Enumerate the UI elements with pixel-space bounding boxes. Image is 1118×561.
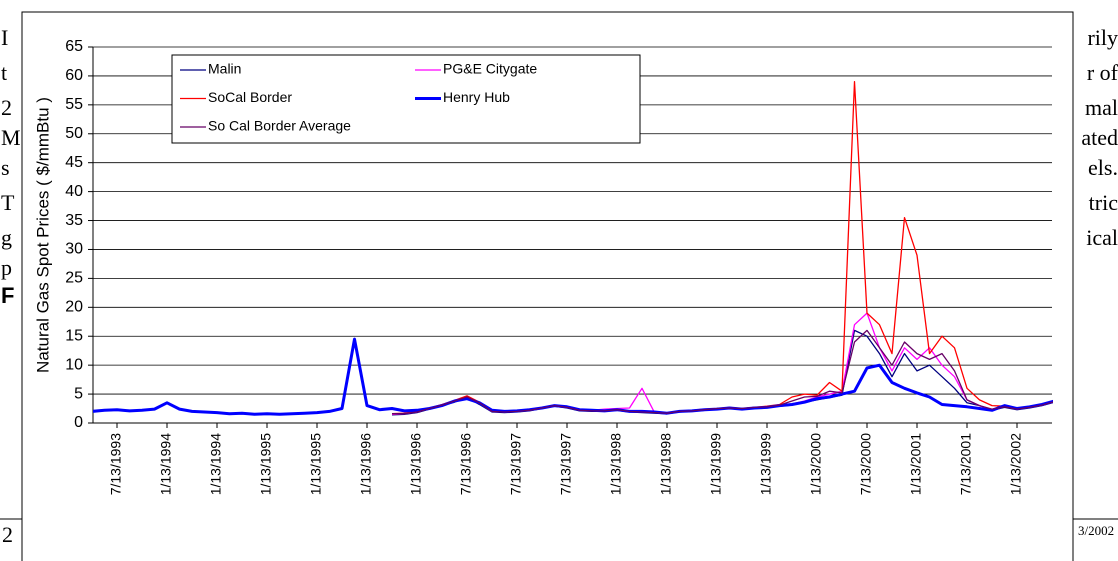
x-tick-label: 7/13/1997 bbox=[508, 433, 524, 495]
x-tick-label: 7/13/1993 bbox=[108, 433, 124, 495]
x-tick-label: 1/13/1996 bbox=[358, 433, 374, 495]
document-fragment: tric bbox=[1089, 190, 1118, 215]
document-fragment: 2 bbox=[1, 95, 12, 120]
document-fragment: I bbox=[1, 25, 8, 50]
y-axis-label: Natural Gas Spot Prices ( $/mmBtu ) bbox=[33, 97, 52, 373]
y-tick-label: 25 bbox=[65, 270, 83, 287]
y-tick-label: 5 bbox=[74, 385, 83, 402]
document-fragment: r of bbox=[1087, 60, 1118, 85]
x-tick-label: 1/13/1999 bbox=[758, 433, 774, 495]
document-fragment: p bbox=[1, 255, 12, 280]
x-tick-label: 1/13/1995 bbox=[258, 433, 274, 495]
y-tick-label: 65 bbox=[65, 38, 83, 55]
y-tick-label: 30 bbox=[65, 241, 83, 258]
y-tick-label: 35 bbox=[65, 212, 83, 229]
document-fragment: t bbox=[1, 60, 7, 85]
document-fragment: M bbox=[1, 125, 21, 150]
document-fragment: s bbox=[1, 155, 10, 180]
y-tick-label: 45 bbox=[65, 154, 83, 171]
footer-left: 2 bbox=[2, 522, 13, 547]
legend-label: PG&E Citygate bbox=[443, 61, 537, 77]
document-fragment: g bbox=[1, 225, 12, 250]
x-tick-label: 7/13/2000 bbox=[858, 433, 874, 495]
x-tick-label: 1/13/2002 bbox=[1008, 433, 1024, 495]
y-tick-label: 15 bbox=[65, 327, 83, 344]
y-tick-label: 60 bbox=[65, 67, 83, 84]
chart: Natural Gas Spot Prices ( $/mmBtu ) 0 5 10… bbox=[33, 38, 1053, 495]
document-fragment: rily bbox=[1087, 25, 1118, 50]
x-tick-label: 1/13/1998 bbox=[608, 433, 624, 495]
document-fragment: mal bbox=[1085, 95, 1118, 120]
document-fragment: els. bbox=[1088, 155, 1118, 180]
x-tick-label: 7/13/1996 bbox=[458, 433, 474, 495]
legend-label: So Cal Border Average bbox=[208, 118, 351, 134]
y-tick-label: 10 bbox=[65, 356, 83, 373]
legend-box bbox=[171, 54, 641, 144]
x-tick-label: 1/13/1995 bbox=[308, 433, 324, 495]
y-tick-label: 20 bbox=[65, 299, 83, 316]
y-tick-label: 0 bbox=[74, 414, 83, 431]
x-tick-label: 7/13/1997 bbox=[558, 433, 574, 495]
y-tick-label: 55 bbox=[65, 96, 83, 113]
legend-label: Malin bbox=[208, 61, 241, 77]
legend: Malin PG&E Citygate SoCal Border Henry Hub S… bbox=[171, 54, 641, 144]
legend-label: SoCal Border bbox=[208, 89, 292, 105]
y-tick-label: 40 bbox=[65, 183, 83, 200]
document-fragment: T bbox=[1, 190, 15, 215]
y-tick-label: 50 bbox=[65, 125, 83, 142]
x-tick-label: 1/13/1996 bbox=[408, 433, 424, 495]
document-fragment: ical bbox=[1086, 225, 1118, 250]
x-tick-label: 7/13/2001 bbox=[958, 433, 974, 495]
x-tick-label: 1/13/1999 bbox=[708, 433, 724, 495]
legend-label: Henry Hub bbox=[443, 89, 510, 105]
x-tick-label: 1/13/1998 bbox=[658, 433, 674, 495]
footer-right: 3/2002 bbox=[1078, 523, 1114, 538]
x-tick-label: 1/13/2000 bbox=[808, 433, 824, 495]
x-tick-label: 1/13/1994 bbox=[158, 433, 174, 495]
document-fragment: ated bbox=[1081, 125, 1118, 150]
document-fragment: F bbox=[1, 283, 14, 308]
x-tick-label: 1/13/2001 bbox=[908, 433, 924, 495]
x-tick-label: 1/13/1994 bbox=[208, 433, 224, 495]
series-line bbox=[392, 329, 1053, 415]
